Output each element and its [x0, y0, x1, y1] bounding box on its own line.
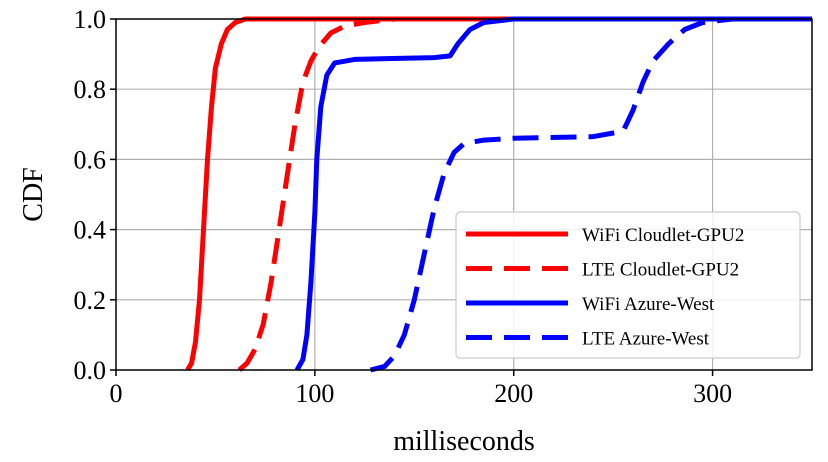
x-tick-label: 0	[110, 379, 123, 408]
series-line-2	[294, 16, 812, 372]
series-lines	[185, 16, 812, 373]
y-tick-label: 0.6	[74, 145, 107, 174]
x-tick-label: 200	[494, 379, 533, 408]
legend-label-0: WiFi Cloudlet-GPU2	[582, 225, 744, 246]
x-tick-label: 300	[693, 379, 732, 408]
legend-label-2: WiFi Azure-West	[582, 294, 715, 315]
legend-box	[455, 211, 801, 359]
y-tick-label: 0.4	[74, 216, 107, 245]
plot-frame	[115, 18, 813, 371]
y-tick-label: 0.8	[74, 75, 107, 104]
legend-label-3: LTE Azure-West	[582, 329, 710, 350]
legend: WiFi Cloudlet-GPU2 LTE Cloudlet-GPU2 WiFi …	[455, 211, 801, 359]
series-line-1	[237, 16, 812, 372]
x-tick-label: 100	[295, 379, 334, 408]
y-tick-label: 1.0	[74, 5, 107, 34]
x-axis-label: milliseconds	[393, 426, 535, 457]
y-tick-label: 0.0	[74, 356, 107, 385]
y-axis-label: CDF	[18, 167, 49, 221]
series-line-0	[185, 16, 812, 372]
series-line-3	[369, 16, 812, 373]
axis-ticks: 0 100 200 300 0.0 0.2 0.4 0.6 0.8 1.0	[74, 5, 733, 408]
y-tick-label: 0.2	[74, 286, 107, 315]
legend-label-1: LTE Cloudlet-GPU2	[582, 260, 739, 281]
